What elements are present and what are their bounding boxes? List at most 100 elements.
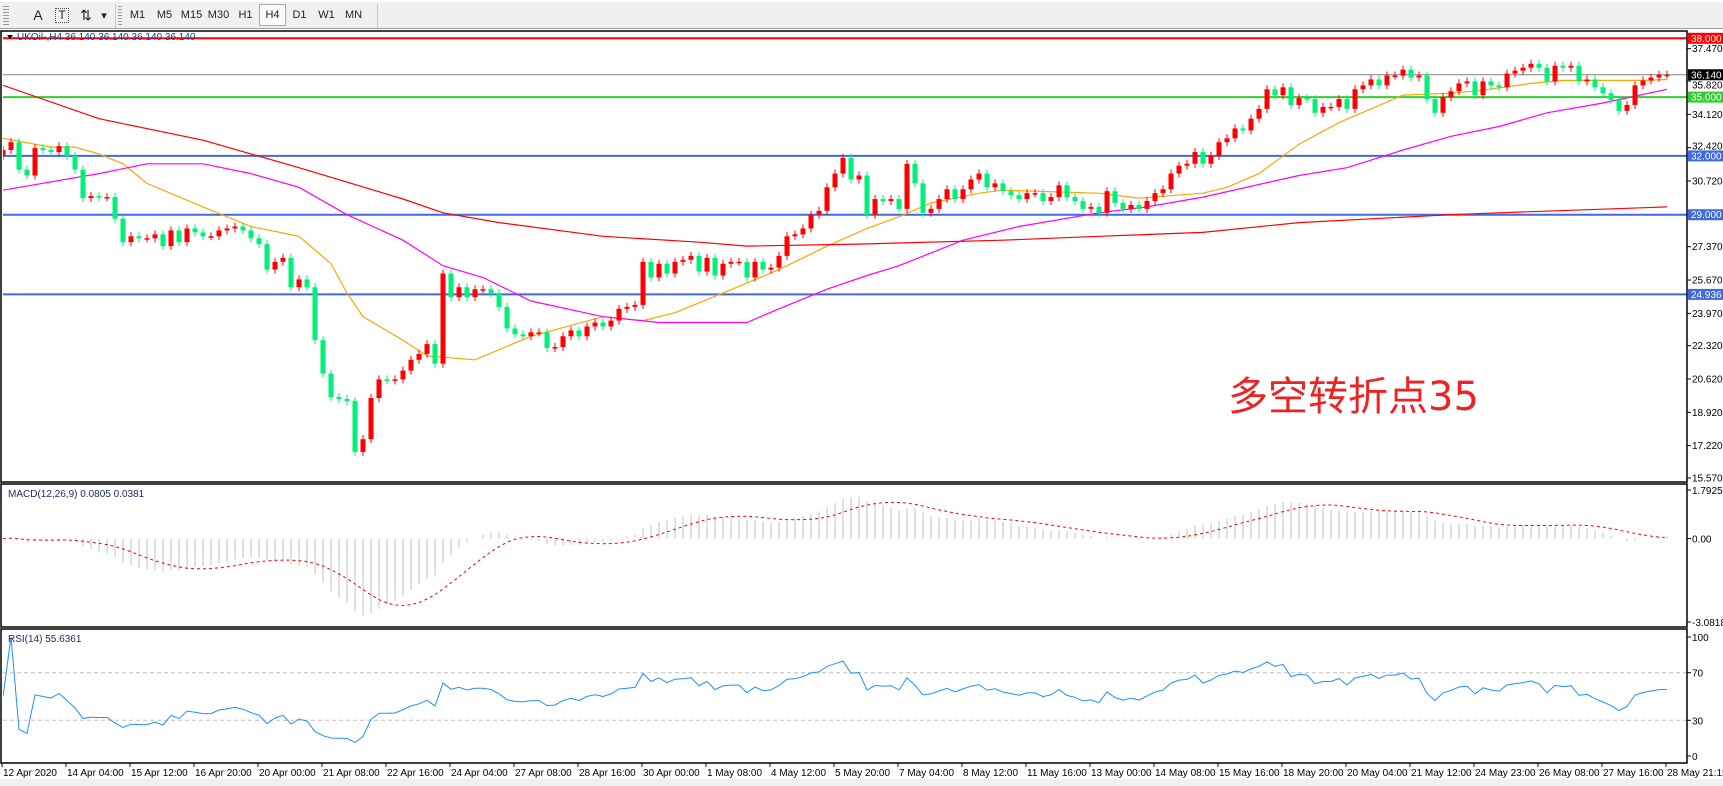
candle-body (936, 199, 942, 209)
macd-panel-frame (0, 483, 1688, 628)
timeframe-m1[interactable]: M1 (129, 9, 146, 21)
level-price-badge (1688, 91, 1723, 103)
candle (960, 185, 966, 204)
time-tick-label: 24 May 23:00 (1475, 768, 1536, 779)
candle-body (1592, 79, 1598, 88)
candle-body (1008, 191, 1014, 196)
candle (1600, 83, 1606, 98)
candle-body (1072, 197, 1078, 202)
timeframe-h1[interactable]: H1 (238, 9, 253, 21)
time-tick-label: 4 May 12:00 (771, 768, 826, 779)
macd-title: MACD(12,26,9) 0.0805 0.0381 (8, 489, 145, 500)
candle (1160, 185, 1166, 198)
candle (1464, 77, 1470, 88)
candle (448, 269, 454, 302)
candle-body (304, 279, 310, 288)
collapse-triangle-icon[interactable] (7, 35, 13, 39)
candle-body (288, 257, 294, 288)
candle (1080, 197, 1086, 213)
candle (336, 393, 342, 403)
candle (3, 146, 6, 160)
candle-body (1440, 97, 1446, 113)
candle (1352, 85, 1358, 113)
candle-body (1400, 69, 1406, 76)
candle (152, 230, 158, 243)
candle-body (136, 236, 142, 239)
candle-body (176, 230, 182, 243)
candle-body (656, 263, 662, 278)
candle-body (904, 163, 910, 209)
candle-body (240, 226, 246, 231)
candle (1456, 79, 1462, 96)
candle-body (48, 150, 54, 152)
candle-body (864, 175, 870, 215)
candle (968, 175, 974, 194)
rsi-tick-label: 100 (1692, 633, 1709, 644)
candle (48, 146, 54, 156)
text-label-icon[interactable]: T (50, 4, 74, 26)
candle (576, 326, 582, 341)
timeframe-d1[interactable]: D1 (292, 9, 307, 21)
moving-average-line (3, 88, 1668, 324)
time-tick-label: 14 Apr 04:00 (67, 768, 124, 779)
candle (616, 304, 622, 325)
candle (1496, 81, 1502, 92)
candle-body (1496, 85, 1502, 88)
candle-body (1160, 189, 1166, 194)
candle-body (144, 238, 150, 240)
arrows-icon[interactable]: ⇅ (80, 6, 92, 23)
candle-body (808, 214, 814, 229)
candle (248, 226, 254, 243)
candle-body (1456, 83, 1462, 92)
candle (416, 349, 422, 364)
text-A-icon[interactable]: A (33, 7, 43, 23)
candle-body (1408, 69, 1414, 78)
candle-body (568, 330, 574, 337)
candle (512, 324, 518, 339)
candle-body (168, 230, 174, 247)
candle (264, 240, 270, 274)
candle (1560, 61, 1566, 72)
candle-body (344, 398, 350, 401)
candle-body (1032, 193, 1038, 195)
candle-body (1352, 89, 1358, 109)
toolbar-grip-handle-2[interactable] (118, 6, 122, 25)
timeframe-m15[interactable]: M15 (180, 9, 203, 21)
candle-body (920, 183, 926, 213)
candle (1048, 193, 1054, 206)
candle (344, 394, 350, 405)
candle-body (392, 379, 398, 381)
timeframe-m5[interactable]: M5 (156, 9, 173, 21)
timeframe-mn[interactable]: MN (344, 9, 363, 21)
candle-body (1520, 67, 1526, 71)
candle-body (160, 234, 166, 247)
candle (224, 224, 230, 235)
candle (824, 183, 830, 215)
candle-body (584, 326, 590, 337)
candle (288, 253, 294, 292)
timeframe-h4[interactable]: H4 (259, 4, 286, 26)
candle-body (1320, 106, 1326, 113)
candle (1504, 69, 1510, 92)
timeframe-w1[interactable]: W1 (318, 9, 335, 21)
candle-body (1040, 193, 1046, 202)
timeframe-m30[interactable]: M30 (207, 9, 230, 21)
candle (1216, 138, 1222, 160)
candle (1232, 124, 1238, 143)
candle-body (800, 228, 806, 235)
candle (832, 169, 838, 192)
candle-body (448, 273, 454, 298)
chevron-down-icon[interactable]: ▾ (101, 9, 107, 22)
candle (976, 169, 982, 184)
candle (792, 230, 798, 241)
time-tick-label: 21 May 12:00 (1411, 768, 1472, 779)
candle (160, 230, 166, 251)
toolbar-grip-handle[interactable] (3, 6, 9, 25)
candle-body (432, 344, 438, 364)
time-tick-label: 24 Apr 04:00 (451, 768, 508, 779)
candle (1272, 85, 1278, 100)
candle-body (1472, 81, 1478, 96)
candle (1120, 198, 1126, 213)
candle (624, 302, 630, 313)
